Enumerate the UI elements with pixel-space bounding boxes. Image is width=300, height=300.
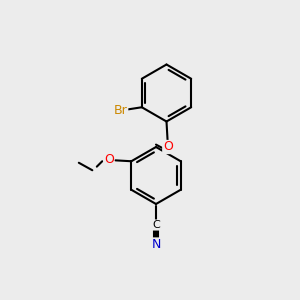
Text: C: C: [152, 220, 160, 230]
Text: O: O: [104, 153, 114, 166]
Text: N: N: [151, 238, 161, 251]
Text: O: O: [163, 140, 172, 154]
Text: Br: Br: [114, 104, 128, 117]
